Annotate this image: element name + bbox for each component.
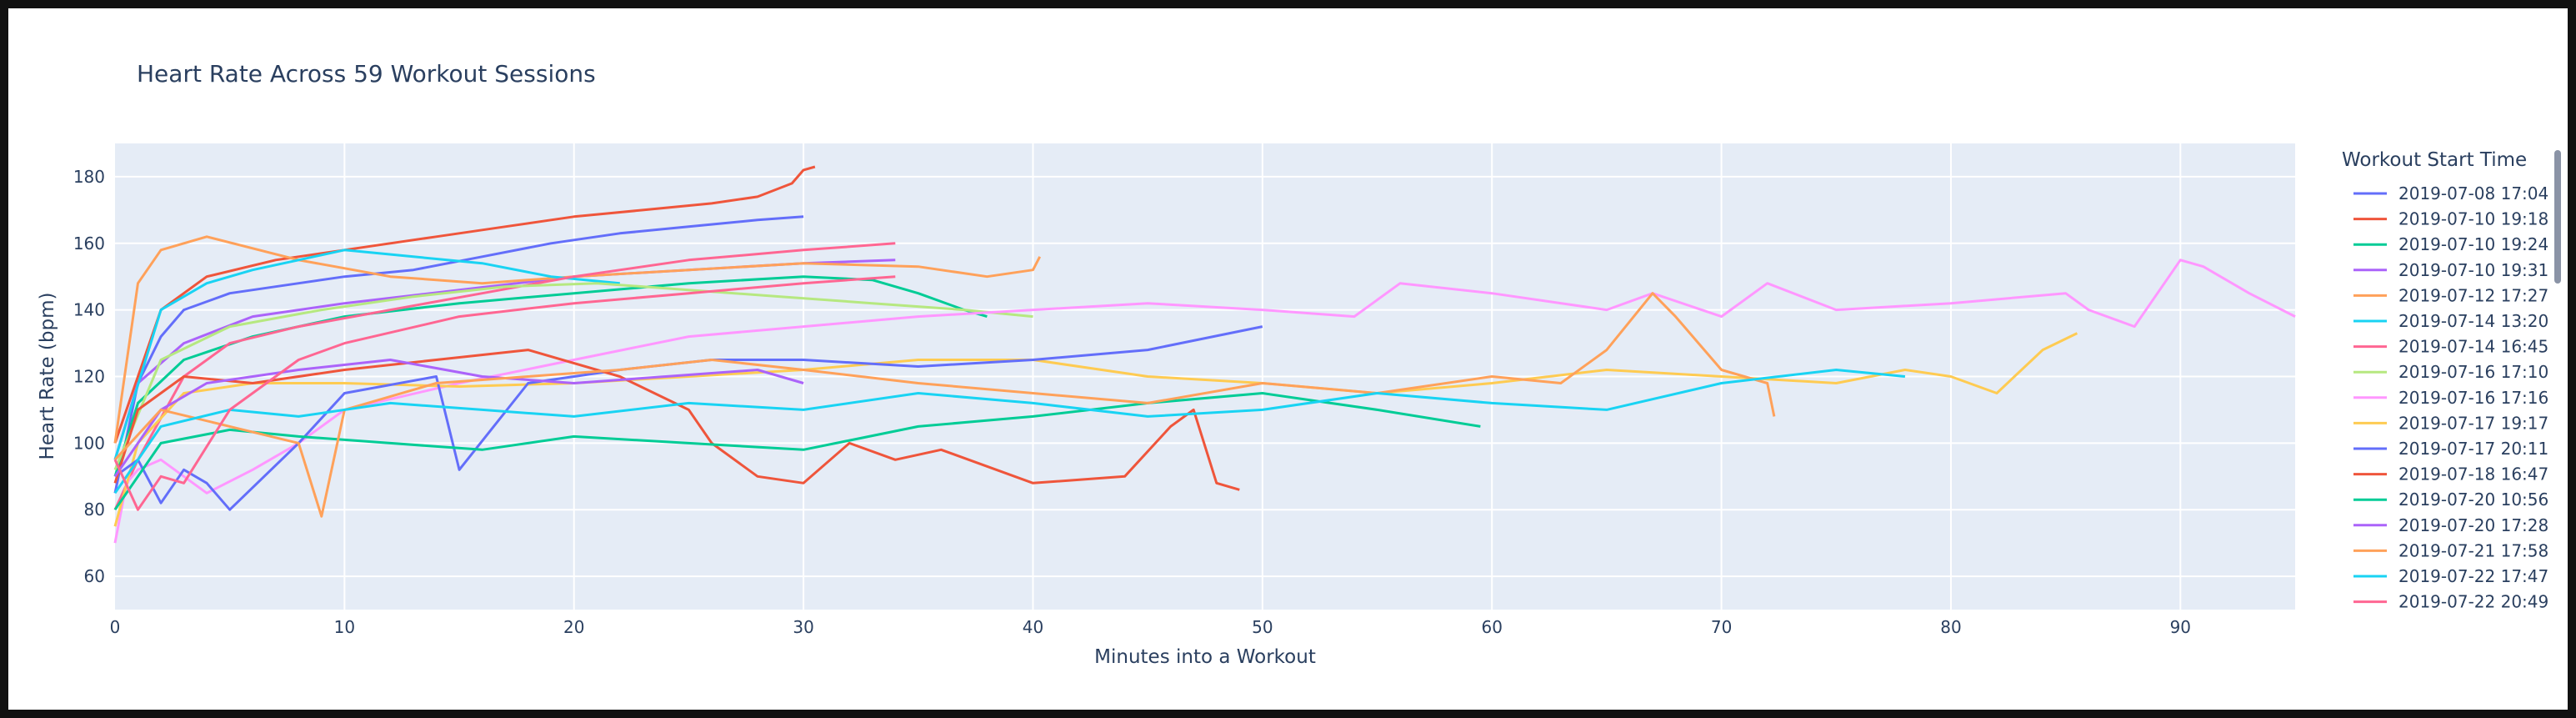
legend: Workout Start Time 2019-07-08 17:042019-… [2342,149,2561,612]
y-tick-label: 140 [73,300,105,320]
series-line [113,235,1042,444]
x-tick-label: 50 [1252,617,1273,637]
series-line [113,259,2296,544]
legend-label: 2019-07-10 19:24 [2398,234,2548,254]
chart-canvas: Heart Rate Across 59 Workout Sessions 0 1… [8,8,2568,710]
legend-label: 2019-07-10 19:18 [2398,209,2548,229]
x-tick-label: 40 [1023,617,1043,637]
legend-label: 2019-07-14 16:45 [2398,337,2548,357]
y-tick-label: 60 [84,566,105,586]
x-axis-title: Minutes into a Workout [1094,646,1316,668]
y-tick-label: 120 [73,367,105,387]
series-lines [113,165,2296,544]
series-line [113,292,1776,518]
x-tick-label: 0 [110,617,121,637]
legend-item[interactable]: 2019-07-12 17:27 [2353,285,2548,305]
legend-label: 2019-07-17 19:17 [2398,413,2548,433]
x-tick-label: 30 [793,617,813,637]
legend-label: 2019-07-18 16:47 [2398,464,2548,485]
grid-lines [115,143,2295,610]
legend-label: 2019-07-12 17:27 [2398,285,2548,305]
legend-item[interactable]: 2019-07-10 19:24 [2353,234,2548,254]
y-tick-label: 160 [73,233,105,254]
series-line [113,249,620,460]
legend-item[interactable]: 2019-07-17 19:17 [2353,413,2548,433]
legend-item[interactable]: 2019-07-14 16:45 [2353,337,2548,357]
legend-item[interactable]: 2019-07-10 19:18 [2353,209,2548,229]
series-line [113,275,988,477]
legend-label: 2019-07-10 19:31 [2398,260,2548,280]
legend-item[interactable]: 2019-07-20 17:28 [2353,515,2548,535]
legend-label: 2019-07-16 17:10 [2398,362,2548,382]
series-line [113,332,2078,527]
legend-label: 2019-07-21 17:58 [2398,540,2548,560]
legend-title: Workout Start Time [2342,149,2527,171]
legend-item[interactable]: 2019-07-08 17:04 [2353,183,2548,203]
series-line [113,282,1033,470]
x-tick-label: 70 [1711,617,1732,637]
legend-label: 2019-07-20 17:28 [2398,515,2548,535]
x-tick-label: 80 [1940,617,1961,637]
legend-item[interactable]: 2019-07-16 17:10 [2353,362,2548,382]
y-axis-title: Heart Rate (bpm) [37,293,58,460]
legend-item[interactable]: 2019-07-21 17:58 [2353,540,2548,560]
legend-label: 2019-07-22 17:47 [2398,566,2548,586]
series-line [114,325,1263,511]
legend-item[interactable]: 2019-07-20 10:56 [2353,490,2548,510]
legend-label: 2019-07-08 17:04 [2398,183,2548,203]
legend-item[interactable]: 2019-07-22 20:49 [2353,592,2548,612]
series-line [113,369,1906,495]
x-tick-label: 20 [563,617,584,637]
legend-items: 2019-07-08 17:04 2019-07-10 19:18 2019-07-… [2353,183,2548,612]
legend-label: 2019-07-14 13:20 [2398,311,2548,331]
series-line [113,165,816,444]
y-tick-label: 80 [84,500,105,520]
legend-scrollbar[interactable] [2554,150,2561,284]
series-line [113,359,804,478]
x-tick-label: 60 [1481,617,1502,637]
legend-item[interactable]: 2019-07-22 17:47 [2353,566,2548,586]
series-line [113,275,896,511]
legend-item[interactable]: 2019-07-18 16:47 [2353,464,2548,485]
line-chart: Heart Rate Across 59 Workout Sessions 0 1… [37,60,2561,668]
x-tick-label: 10 [334,617,355,637]
legend-label: 2019-07-17 20:11 [2398,439,2548,459]
tick-labels: 0 10 20 30 40 50 60 70 80 90 60 80 100 120 140 160 180 [73,167,2191,637]
legend-label: 2019-07-20 10:56 [2398,490,2548,510]
x-tick-label: 90 [2170,617,2191,637]
y-tick-label: 180 [73,167,105,187]
chart-title: Heart Rate Across 59 Workout Sessions [137,60,596,88]
legend-label: 2019-07-16 17:16 [2398,388,2548,408]
series-line [113,349,1240,491]
legend-item[interactable]: 2019-07-10 19:31 [2353,260,2548,280]
legend-item[interactable]: 2019-07-17 20:11 [2353,439,2548,459]
y-tick-label: 100 [73,433,105,453]
legend-item[interactable]: 2019-07-16 17:16 [2353,388,2548,408]
legend-label: 2019-07-22 20:49 [2398,592,2548,612]
legend-item[interactable]: 2019-07-14 13:20 [2353,311,2548,331]
